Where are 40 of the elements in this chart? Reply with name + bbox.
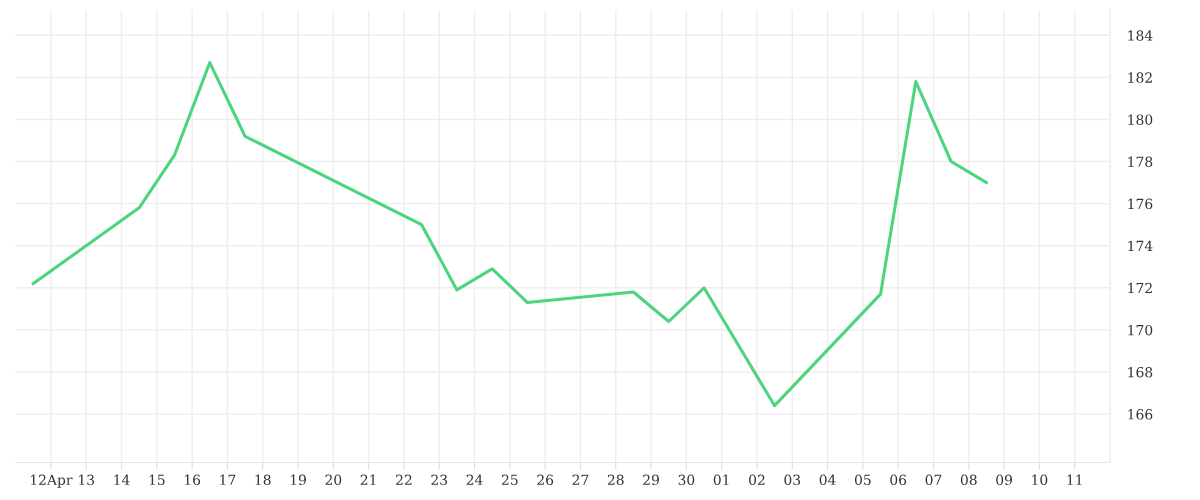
x-tick-label: 22: [396, 474, 412, 485]
x-tick-label: 04: [819, 474, 836, 486]
x-tick-label: 12Apr: [30, 474, 73, 488]
x-tick-label: 06: [890, 474, 907, 486]
y-tick-label: 176: [1128, 198, 1153, 210]
x-tick-label: 21: [360, 474, 376, 485]
x-tick-label: 20: [325, 474, 342, 486]
x-tick-label: 29: [643, 474, 659, 486]
x-tick-label: 26: [537, 474, 554, 486]
x-tick-label: 08: [960, 474, 977, 486]
x-tick-label: 17: [220, 474, 236, 485]
x-tick-label: 05: [854, 474, 871, 486]
x-tick-label: 09: [996, 474, 1012, 486]
y-tick-label: 174: [1128, 240, 1153, 251]
x-tick-label: 18: [255, 474, 271, 486]
x-tick-label: 16: [184, 474, 201, 486]
x-tick-label: 14: [114, 474, 130, 485]
y-tick-label: 170: [1128, 324, 1153, 336]
y-tick-label: 168: [1128, 366, 1153, 378]
x-tick-label: 02: [749, 474, 765, 486]
x-tick-label: 03: [784, 474, 801, 486]
x-tick-label: 07: [925, 474, 942, 486]
y-tick-label: 172: [1128, 282, 1152, 294]
x-tick-label: 13: [79, 474, 95, 486]
x-tick-label: 01: [713, 474, 729, 486]
y-tick-label: 166: [1128, 409, 1153, 420]
x-tick-label: 28: [607, 474, 624, 486]
x-tick-label: 24: [466, 474, 483, 485]
x-tick-label: 11: [1067, 474, 1082, 485]
y-tick-label: 180: [1128, 114, 1153, 125]
y-tick-label: 182: [1128, 72, 1152, 83]
y-tick-label: 178: [1128, 156, 1153, 168]
x-tick-label: 10: [1032, 474, 1048, 486]
x-tick-label: 23: [431, 474, 448, 486]
x-tick-label: 30: [678, 474, 695, 486]
x-tick-label: 25: [501, 474, 518, 486]
x-tick-label: 27: [572, 474, 589, 485]
x-tick-label: 19: [290, 474, 306, 486]
y-tick-label: 184: [1128, 30, 1153, 41]
x-tick-label: 15: [149, 474, 165, 486]
